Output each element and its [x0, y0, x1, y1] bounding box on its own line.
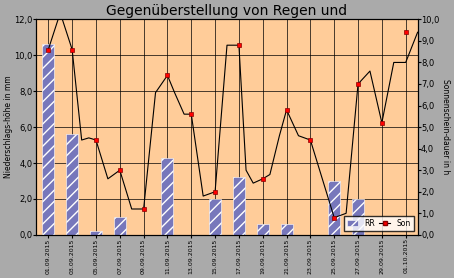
Bar — [281, 224, 292, 235]
Bar — [209, 199, 221, 235]
Bar — [162, 158, 173, 235]
Bar — [352, 199, 364, 235]
Bar — [257, 224, 269, 235]
Legend: RR, Son: RR, Son — [344, 216, 414, 231]
Bar — [233, 177, 245, 235]
Bar — [114, 217, 126, 235]
Y-axis label: Sonnenschein-dauer in h: Sonnenschein-dauer in h — [441, 80, 450, 175]
Bar — [66, 134, 78, 235]
Bar — [328, 181, 340, 235]
Bar — [42, 44, 54, 235]
Bar — [90, 231, 102, 235]
Title: Gegenüberstellung von Regen und: Gegenüberstellung von Regen und — [106, 4, 348, 18]
Y-axis label: Niederschlags-höhe in mm: Niederschlags-höhe in mm — [4, 76, 13, 178]
